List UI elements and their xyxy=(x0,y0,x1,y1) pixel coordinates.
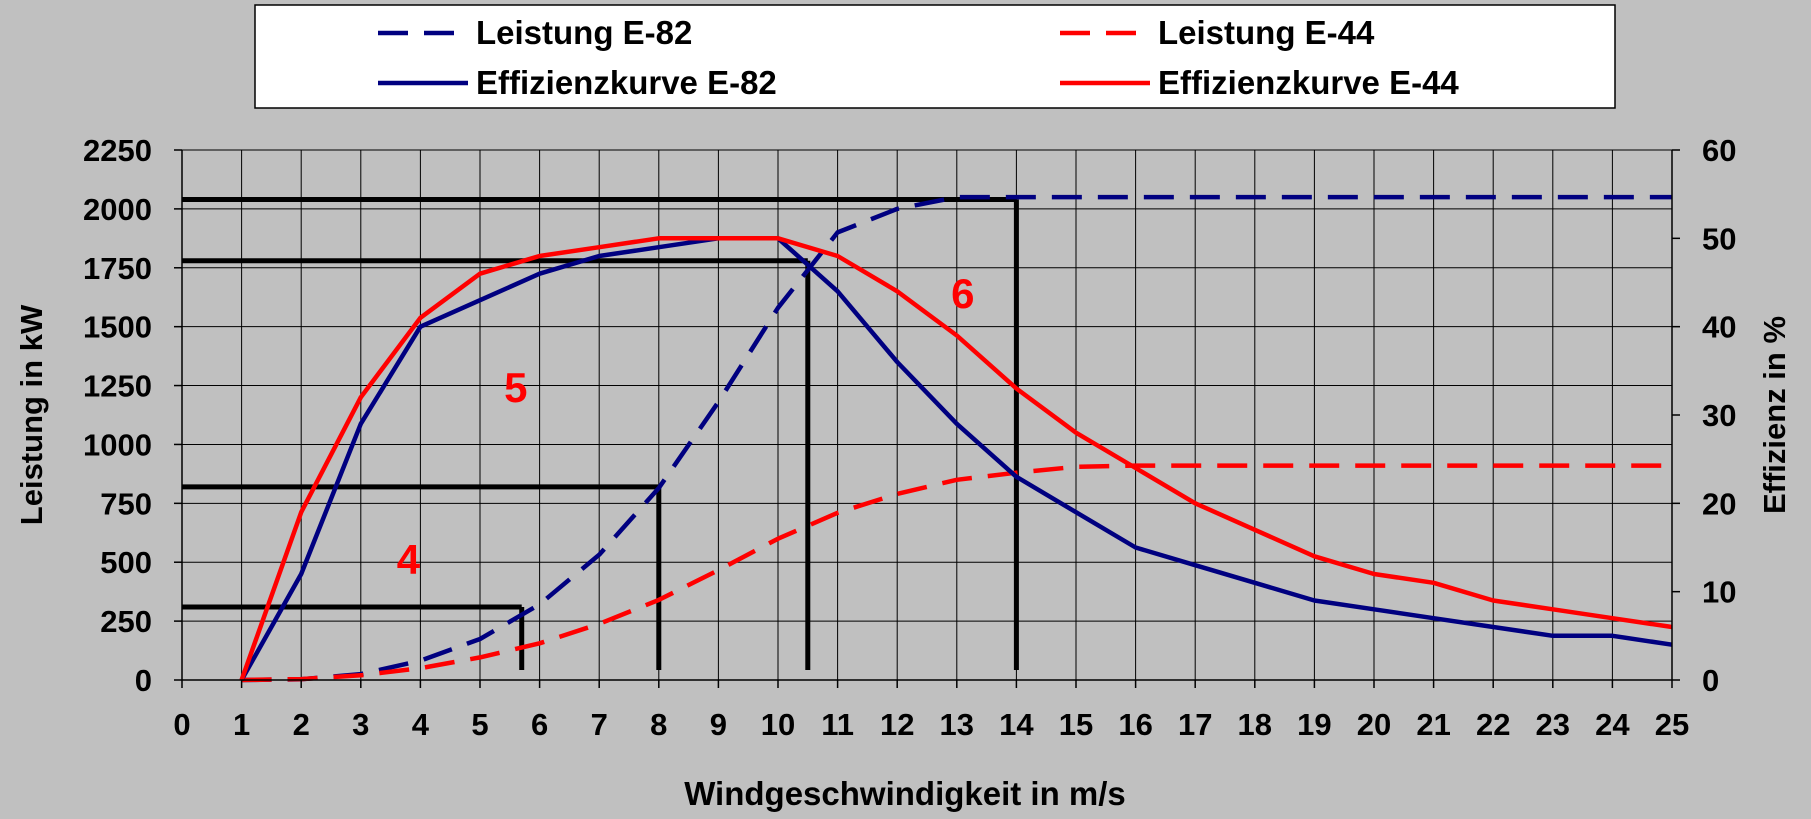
x-tick-label: 18 xyxy=(1238,707,1272,742)
plot-background xyxy=(182,150,1672,680)
x-tick-label: 10 xyxy=(761,707,795,742)
series-line-leistung-e-44 xyxy=(241,463,1672,683)
legend-label: Effizienzkurve E-44 xyxy=(1158,64,1459,101)
x-tick-label: 0 xyxy=(173,707,190,742)
y-axis-label: Leistung in kW xyxy=(14,304,49,525)
y2-tick-label: 20 xyxy=(1702,486,1736,521)
annotation-label: 6 xyxy=(951,270,974,317)
plot-area xyxy=(182,150,1672,680)
y2-tick-label: 40 xyxy=(1702,310,1736,345)
series-lines xyxy=(239,194,1673,683)
annotations: 4 5 6 xyxy=(397,270,975,583)
y-tick-label: 2000 xyxy=(83,192,152,227)
y-tick-label: 0 xyxy=(135,663,152,698)
y-tick-label: 250 xyxy=(100,604,152,639)
y2-tick-label: 10 xyxy=(1702,575,1736,610)
x-tick-label: 20 xyxy=(1357,707,1391,742)
series-line-effizienzkurve-e-82 xyxy=(239,236,1673,682)
y-tick-label: 1500 xyxy=(83,310,152,345)
x-tick-label: 5 xyxy=(471,707,488,742)
x-tick-label: 24 xyxy=(1595,707,1630,742)
x-tick-label: 19 xyxy=(1297,707,1331,742)
x-tick-label: 25 xyxy=(1655,707,1689,742)
series-line-effizienzkurve-e-44 xyxy=(239,236,1673,681)
x-tick-label: 4 xyxy=(412,707,430,742)
x-tick-label: 13 xyxy=(940,707,974,742)
y-tick-label: 2250 xyxy=(83,133,152,168)
x-tick-label: 7 xyxy=(591,707,608,742)
axes: 0 1 2 3 4 5 6 7 8 9 10 11 12 13 14 15 16 17 18 19 20 21 22 23 24… xyxy=(83,133,1736,742)
x-tick-label: 12 xyxy=(880,707,914,742)
y2-tick-label: 50 xyxy=(1702,221,1736,256)
reference-lines xyxy=(182,196,1019,670)
y2-tick-label: 30 xyxy=(1702,398,1736,433)
legend-label: Effizienzkurve E-82 xyxy=(476,64,777,101)
y2-axis-label: Effizienz in % xyxy=(1757,316,1792,514)
y2-tick-label: 60 xyxy=(1702,133,1736,168)
x-tick-label: 22 xyxy=(1476,707,1510,742)
y-tick-label: 750 xyxy=(100,486,152,521)
y-tick-label: 1000 xyxy=(83,427,152,462)
y2-tick-label: 0 xyxy=(1702,663,1719,698)
x-tick-label: 8 xyxy=(650,707,667,742)
x-tick-label: 11 xyxy=(821,707,854,742)
x-tick-label: 16 xyxy=(1118,707,1152,742)
x-axis-label: Windgeschwindigkeit in m/s xyxy=(684,775,1126,812)
x-tick-label: 6 xyxy=(531,707,548,742)
x-tick-label: 14 xyxy=(999,707,1034,742)
x-tick-label: 3 xyxy=(352,707,369,742)
y-tick-label: 1750 xyxy=(83,251,152,286)
x-tick-label: 23 xyxy=(1536,707,1570,742)
legend-label: Leistung E-82 xyxy=(476,14,692,51)
annotation-label: 5 xyxy=(504,364,527,411)
x-tick-label: 1 xyxy=(233,707,250,742)
x-tick-label: 17 xyxy=(1178,707,1212,742)
x-tick-label: 21 xyxy=(1416,707,1450,742)
legend: Leistung E-82 Leistung E-44 Effizienzkurve… xyxy=(254,4,1616,109)
x-tick-label: 2 xyxy=(293,707,310,742)
y-tick-label: 1250 xyxy=(83,369,152,404)
y-tick-label: 500 xyxy=(100,545,152,580)
series-line-leistung-e-82 xyxy=(241,194,1672,683)
annotation-label: 4 xyxy=(397,536,421,583)
x-tick-label: 9 xyxy=(710,707,727,742)
legend-box xyxy=(254,4,1616,109)
x-tick-label: 15 xyxy=(1059,707,1093,742)
legend-label: Leistung E-44 xyxy=(1158,14,1375,51)
